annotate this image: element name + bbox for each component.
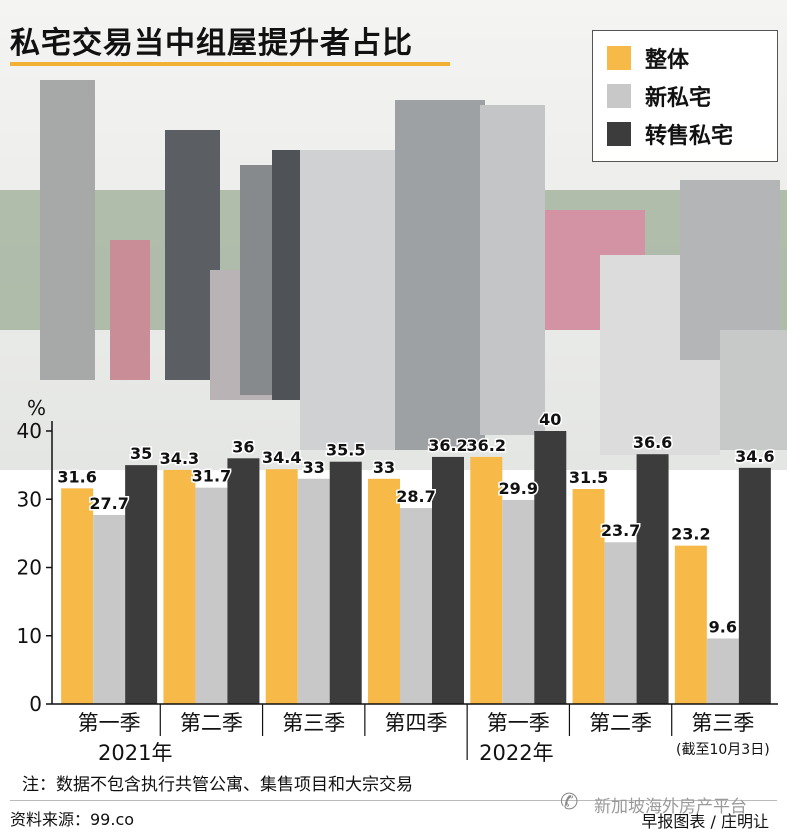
bar <box>265 469 298 704</box>
y-tick-label: 0 <box>29 692 42 716</box>
data-label: 33 <box>303 458 325 477</box>
title-accent-bar <box>10 62 450 66</box>
bars-layer <box>61 431 771 704</box>
bar <box>674 545 707 704</box>
axis-layer: % 0 10 20 30 40 第一季 第二季 第三季 第四季 第一季 第二季 第三季 2021年 2022… <box>17 396 778 765</box>
x-tick-label: 第三季 <box>691 711 754 735</box>
bar <box>163 469 196 704</box>
watermark-text: 新加坡海外房产平台 <box>594 797 747 817</box>
legend-swatch-overall <box>607 46 631 70</box>
data-label: 9.6 <box>709 617 737 636</box>
wechat-icon: ✆ <box>560 790 579 815</box>
bar <box>572 489 605 704</box>
legend-swatch-new-private <box>607 84 631 108</box>
x-tick-label: 第一季 <box>78 711 141 735</box>
footer-divider <box>10 800 777 801</box>
y-axis-unit-label: % <box>27 396 46 420</box>
bar <box>502 499 535 704</box>
data-label: 35 <box>130 444 152 463</box>
x-tick-label: 第二季 <box>589 711 652 735</box>
legend-label-overall: 整体 <box>645 48 690 73</box>
legend-label-new-private: 新私宅 <box>645 86 712 111</box>
legend-item-resale-private: 转售私宅 <box>607 119 733 149</box>
data-label: 34.4 <box>262 448 301 467</box>
bar <box>368 478 400 704</box>
data-label: 34.6 <box>735 447 774 466</box>
data-label: 27.7 <box>89 494 128 513</box>
bar <box>297 478 330 704</box>
bar <box>195 487 228 704</box>
y-tick-label: 10 <box>17 624 42 648</box>
bar <box>432 456 464 704</box>
x-tick-label: 第二季 <box>180 711 243 735</box>
x-tick-label: 第一季 <box>487 711 550 735</box>
data-label: 36.2 <box>467 436 506 455</box>
data-label: 35.5 <box>326 441 365 460</box>
legend-item-new-private: 新私宅 <box>607 81 711 111</box>
bar <box>534 431 567 704</box>
data-label: 23.7 <box>601 521 640 540</box>
legend-swatch-resale-private <box>607 122 631 146</box>
data-label: 28.7 <box>396 487 435 506</box>
data-label: 40 <box>539 410 561 429</box>
data-label: 31.6 <box>57 467 96 486</box>
data-label: 23.2 <box>671 525 710 544</box>
credit-text: 早报图表 / 庄明让 <box>641 812 769 831</box>
bar <box>329 461 362 704</box>
legend-label-resale-private: 转售私宅 <box>645 124 734 149</box>
data-label: 31.5 <box>569 468 608 487</box>
data-label: 36.2 <box>428 436 467 455</box>
chart-note: 注：数据不包含执行共管公寓、集售项目和大宗交易 <box>22 775 413 795</box>
bar <box>125 465 158 704</box>
x-tick-label: 第四季 <box>385 711 448 735</box>
y-tick-label: 40 <box>17 419 42 443</box>
bar <box>227 458 260 704</box>
x-tick-label: 第三季 <box>282 711 345 735</box>
bar <box>400 508 432 704</box>
data-label: 33 <box>373 458 395 477</box>
bar <box>706 638 739 704</box>
bar <box>604 542 637 704</box>
bar <box>61 488 94 704</box>
data-label: 36 <box>232 437 254 456</box>
y-tick-label: 30 <box>17 487 42 511</box>
bar <box>738 467 771 704</box>
y-tick-label: 20 <box>17 556 42 580</box>
data-label: 31.7 <box>192 467 231 486</box>
chart-title: 私宅交易当中组屋提升者占比 <box>10 26 413 61</box>
legend: 整体 新私宅 转售私宅 <box>592 30 778 162</box>
bar <box>636 454 669 704</box>
bar <box>470 456 503 704</box>
year-label: 2022年 <box>479 741 553 765</box>
bar <box>93 514 126 704</box>
data-label: 36.6 <box>633 433 672 452</box>
data-label: 29.9 <box>499 479 538 498</box>
legend-item-overall: 整体 <box>607 43 689 73</box>
cutoff-date-note: (截至10月3日) <box>676 742 770 758</box>
year-label: 2021年 <box>98 741 172 765</box>
data-label: 34.3 <box>160 449 199 468</box>
labels-layer: 31.627.735 34.331.73634.43335.53328.736.2… <box>56 409 776 638</box>
source-text: 资料来源：99.co <box>10 810 135 829</box>
